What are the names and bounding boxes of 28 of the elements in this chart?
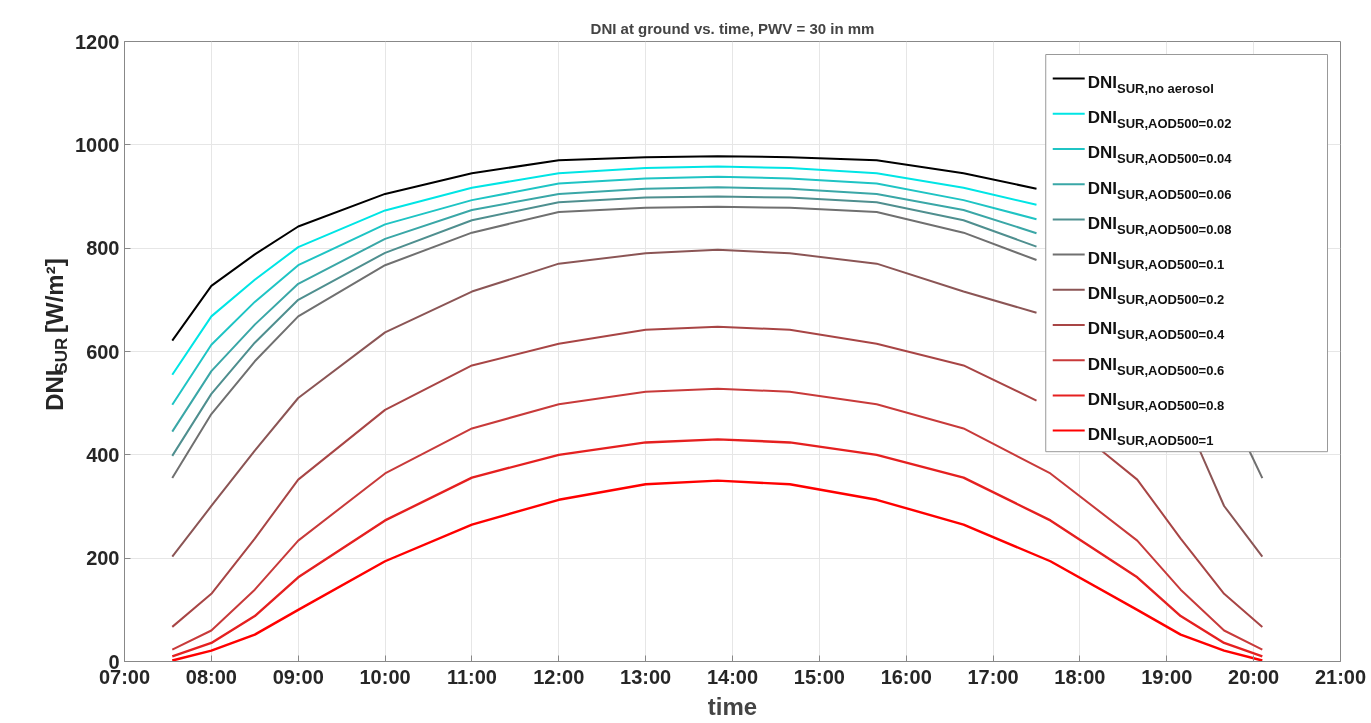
line-series [171, 479, 1264, 662]
x-tick-label: 19:00 [1141, 665, 1193, 688]
x-tick-label: 14:00 [706, 665, 759, 688]
x-tick-label: 13:00 [620, 665, 672, 688]
x-tick-label: 10:00 [359, 665, 411, 688]
line-series [171, 438, 1264, 658]
x-tick-label: 20:00 [1228, 665, 1280, 688]
y-tick-label: 400 [86, 443, 120, 466]
y-tick-label: 600 [86, 340, 120, 363]
y-tick-label: 800 [86, 237, 120, 260]
x-tick-label: 15:00 [793, 665, 845, 688]
line-series [171, 387, 1264, 651]
x-tick-label: 09:00 [272, 665, 324, 688]
x-axis-title: time [707, 692, 758, 720]
y-tick-label: 1200 [75, 30, 120, 53]
chart-title: DNI at ground vs. time, PWV = 30 in mm [590, 19, 875, 37]
x-tick-label: 18:00 [1054, 665, 1106, 688]
line-series [171, 155, 1038, 342]
x-tick-label: 16:00 [880, 665, 932, 688]
x-tick-label: 21:00 [1314, 665, 1367, 688]
line-series [171, 165, 1038, 376]
x-tick-label: 08:00 [185, 665, 237, 688]
y-tick-label: 200 [86, 547, 120, 570]
x-tick-label: 17:00 [967, 665, 1019, 688]
y-tick-label: 1000 [75, 133, 120, 156]
x-tick-label: 12:00 [533, 665, 585, 688]
x-tick-label: 11:00 [446, 665, 497, 688]
y-axis-title: DNISUR [W/m²] [41, 258, 71, 411]
